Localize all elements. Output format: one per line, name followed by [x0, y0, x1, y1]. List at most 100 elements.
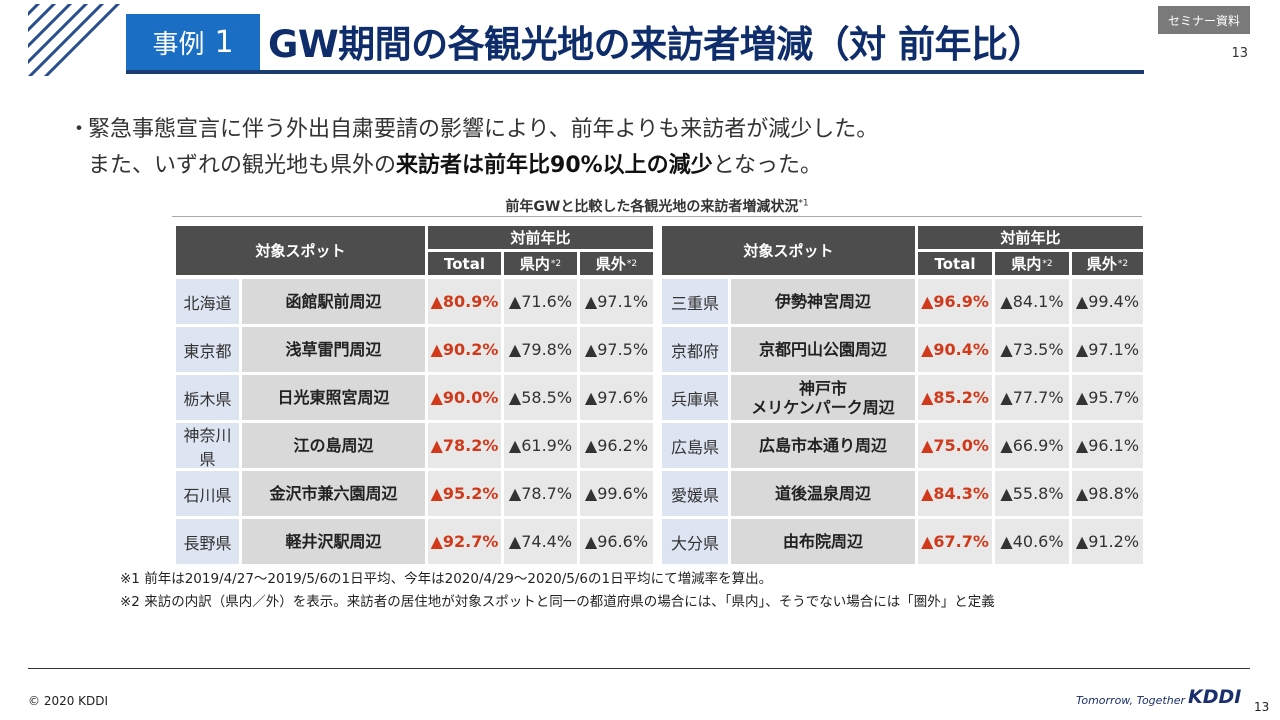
cell-in: ▲58.5%	[504, 375, 577, 420]
kddi-logo: KDDI	[1188, 686, 1241, 706]
cell-out: ▲96.2%	[580, 423, 653, 468]
header-yoy-label: 対前年比	[510, 229, 571, 247]
cell-total: ▲85.2%	[918, 375, 992, 420]
case-number: 1	[214, 24, 234, 60]
cell-in: ▲66.9%	[995, 423, 1069, 468]
in-value: ▲73.5%	[1000, 340, 1064, 359]
header-yoy-label: 対前年比	[1000, 229, 1061, 247]
cell-out: ▲99.4%	[1072, 279, 1143, 324]
col-in-label: 県内	[1011, 255, 1042, 273]
in-value: ▲74.4%	[508, 532, 573, 551]
cell-prefecture: 北海道	[176, 279, 239, 324]
spot-label: 由布院周辺	[782, 532, 863, 551]
col-total-label: Total	[444, 254, 485, 273]
bullet-dot: ・	[68, 117, 91, 142]
out-value: ▲98.8%	[1075, 484, 1140, 503]
cell-in: ▲73.5%	[995, 327, 1069, 372]
footer-rule	[28, 668, 1250, 669]
cell-in: ▲71.6%	[504, 279, 577, 324]
prefecture-label: 栃木県	[183, 389, 232, 409]
in-value: ▲79.8%	[508, 340, 573, 359]
cell-out: ▲97.1%	[1072, 327, 1143, 372]
cell-out: ▲91.2%	[1072, 519, 1143, 564]
bullet-line1: 緊急事態宣言に伴う外出自粛要請の影響により、前年よりも来訪者が減少した。	[88, 117, 879, 142]
prefecture-label: 兵庫県	[670, 389, 719, 409]
table-title-text: 前年GWと比較した各観光地の来訪者増減状況	[505, 199, 799, 215]
cell-prefecture: 大分県	[662, 519, 728, 564]
col-in: 県内 *2	[995, 252, 1069, 275]
header-spot-label: 対象スポット	[255, 242, 346, 260]
col-out-note: *2	[1117, 258, 1129, 269]
table-title: 前年GWと比較した各観光地の来訪者増減状況*1	[172, 196, 1142, 216]
in-value: ▲58.5%	[508, 388, 573, 407]
cell-prefecture: 愛媛県	[662, 471, 728, 516]
cell-total: ▲96.9%	[918, 279, 992, 324]
col-out: 県外 *2	[1072, 252, 1143, 275]
cell-prefecture: 京都府	[662, 327, 728, 372]
prefecture-label: 東京都	[183, 341, 232, 361]
in-value: ▲66.9%	[1000, 436, 1064, 455]
total-value: ▲75.0%	[921, 436, 989, 455]
tagline: Tomorrow, Together	[1076, 694, 1186, 707]
cell-in: ▲55.8%	[995, 471, 1069, 516]
cell-prefecture: 石川県	[176, 471, 239, 516]
col-in-note: *2	[550, 258, 562, 269]
table-title-note: *1	[798, 198, 809, 209]
cell-spot: 浅草雷門周辺	[242, 327, 425, 372]
header-spot-label: 対象スポット	[743, 242, 834, 260]
header-yoy: 対前年比	[918, 226, 1143, 249]
cell-spot: 函館駅前周辺	[242, 279, 425, 324]
total-value: ▲90.0%	[430, 388, 499, 407]
cell-spot: 神戸市 メリケンパーク周辺	[731, 375, 915, 420]
decorative-stripes	[28, 4, 121, 76]
cell-spot: 道後温泉周辺	[731, 471, 915, 516]
col-out-label: 県外	[595, 255, 626, 273]
spot-label: 函館駅前周辺	[285, 292, 382, 311]
spot-label: 道後温泉周辺	[774, 484, 871, 503]
case-badge: 事例 1	[126, 14, 260, 70]
out-value: ▲99.6%	[584, 484, 649, 503]
col-out-label: 県外	[1086, 255, 1117, 273]
col-in-label: 県内	[519, 255, 550, 273]
seminar-tag: セミナー資料	[1158, 6, 1250, 34]
total-value: ▲80.9%	[430, 292, 499, 311]
footnotes: ※1 前年は2019/4/27～2019/5/6の1日平均、今年は2020/4/…	[120, 568, 995, 614]
cell-total: ▲90.2%	[428, 327, 501, 372]
in-value: ▲55.8%	[1000, 484, 1064, 503]
total-value: ▲85.2%	[921, 388, 989, 407]
total-value: ▲95.2%	[430, 484, 499, 503]
page-title: GW期間の各観光地の来訪者増減（対 前年比）	[268, 23, 1045, 66]
cell-spot: 金沢市兼六園周辺	[242, 471, 425, 516]
prefecture-label: 石川県	[183, 485, 232, 505]
bullet-text: ・緊急事態宣言に伴う外出自粛要請の影響により、前年よりも来訪者が減少した。 また…	[68, 112, 878, 184]
total-value: ▲92.7%	[430, 532, 499, 551]
out-value: ▲96.1%	[1075, 436, 1140, 455]
spot-label: 広島市本通り周辺	[758, 436, 887, 455]
cell-prefecture: 兵庫県	[662, 375, 728, 420]
cell-out: ▲98.8%	[1072, 471, 1143, 516]
cell-out: ▲95.7%	[1072, 375, 1143, 420]
spot-label: 日光東照宮周辺	[277, 388, 390, 407]
spot-label: 江の島周辺	[293, 436, 374, 455]
prefecture-label: 京都府	[670, 341, 719, 361]
cell-prefecture: 東京都	[176, 327, 239, 372]
out-value: ▲99.4%	[1075, 292, 1140, 311]
out-value: ▲97.6%	[584, 388, 649, 407]
cell-prefecture: 長野県	[176, 519, 239, 564]
cell-spot: 軽井沢駅周辺	[242, 519, 425, 564]
prefecture-label: 大分県	[670, 533, 719, 553]
header-spot: 対象スポット	[176, 226, 425, 275]
cell-spot: 京都円山公園周辺	[731, 327, 915, 372]
cell-spot: 伊勢神宮周辺	[731, 279, 915, 324]
cell-in: ▲77.7%	[995, 375, 1069, 420]
col-total-label: Total	[934, 254, 976, 273]
col-out: 県外 *2	[580, 252, 653, 275]
cell-in: ▲78.7%	[504, 471, 577, 516]
cell-total: ▲92.7%	[428, 519, 501, 564]
cell-prefecture: 栃木県	[176, 375, 239, 420]
cell-out: ▲97.6%	[580, 375, 653, 420]
footnote-1: ※1 前年は2019/4/27～2019/5/6の1日平均、今年は2020/4/…	[120, 571, 773, 587]
col-total: Total	[918, 252, 992, 275]
in-value: ▲84.1%	[1000, 292, 1064, 311]
kddi-logo-text: KDDI	[1188, 686, 1241, 706]
